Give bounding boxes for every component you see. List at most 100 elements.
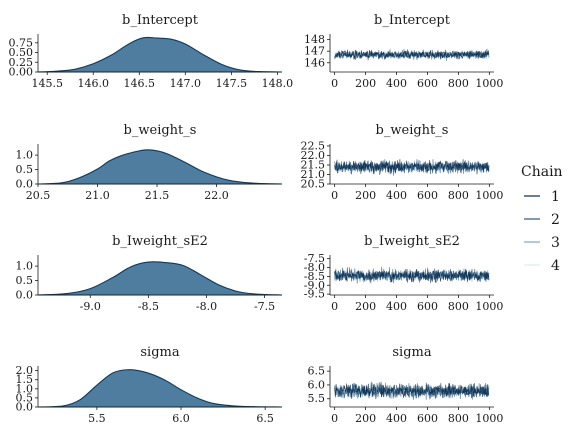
x-tick-label: 148.0 <box>262 77 294 90</box>
y-tick-label: 1.0 <box>16 149 34 162</box>
x-tick-label: 5.5 <box>88 412 106 425</box>
y-tick-label: 147 <box>304 45 325 58</box>
x-tick-label: -7.5 <box>254 300 275 313</box>
x-tick-label: 1000 <box>475 300 503 313</box>
panel-4: b_weight_s0 200 400 600 800 100020.521.021.52… <box>301 123 504 202</box>
x-tick-label: 800 <box>448 77 469 90</box>
x-tick-label: 600 <box>417 412 438 425</box>
y-tick-label: 0.5 <box>16 391 34 404</box>
panel-7: sigma 5.5 6.0 6.5 0.00.51.01.52.0 <box>16 345 283 425</box>
y-tick-label: 1.0 <box>16 382 34 395</box>
y-tick-label: 0.0 <box>16 401 34 414</box>
panel-title: b_Intercept <box>122 13 199 28</box>
x-tick-label: 600 <box>417 189 438 202</box>
x-tick-label: 400 <box>386 77 407 90</box>
y-tick-label: 2.0 <box>16 364 34 377</box>
panel-title: sigma <box>392 345 431 360</box>
x-tick-label: 800 <box>448 412 469 425</box>
x-tick-label: 200 <box>355 412 376 425</box>
panel-title: b_weight_s <box>376 123 449 138</box>
chain-legend: Chain 1 2 3 4 <box>521 164 563 274</box>
legend-item-3: 3 <box>524 235 560 251</box>
legend-item-2: 2 <box>524 212 560 228</box>
y-tick-label: 0.25 <box>9 56 34 69</box>
x-tick-label: 0 <box>331 300 338 313</box>
y-tick-label: 21.0 <box>301 168 326 181</box>
x-tick-label: 147.5 <box>216 77 248 90</box>
x-tick-label: 146.0 <box>77 77 109 90</box>
y-tick-label: 22.0 <box>301 149 326 162</box>
panel-8: sigma 0 200 400 600 800 1000 5.56.06.5 <box>308 345 504 425</box>
y-tick-label: 146 <box>304 56 325 69</box>
y-tick-label: 0.5 <box>16 274 34 287</box>
panel-title: sigma <box>140 345 179 360</box>
x-tick-label: 600 <box>417 300 438 313</box>
y-tick-label: 0.00 <box>9 66 34 79</box>
x-tick-label: 145.5 <box>31 77 63 90</box>
y-tick-label: 22.5 <box>301 139 326 152</box>
y-tick-label: 21.5 <box>301 158 326 171</box>
y-tick-label: 0.5 <box>16 163 34 176</box>
x-tick-label: 600 <box>417 77 438 90</box>
trace-chain-1 <box>334 267 490 284</box>
legend-label-1: 1 <box>551 189 560 205</box>
x-tick-label: 1000 <box>475 189 503 202</box>
y-tick-label: -8.0 <box>304 261 325 274</box>
x-tick-label: 800 <box>448 300 469 313</box>
x-tick-label: 400 <box>386 300 407 313</box>
trace-chain-1 <box>334 381 490 400</box>
y-tick-label: 148 <box>304 33 325 46</box>
y-tick-label: 0.0 <box>16 289 34 302</box>
x-tick-label: 200 <box>355 189 376 202</box>
y-tick-label: -9.0 <box>304 279 325 292</box>
panel-title: b_weight_s <box>124 123 197 138</box>
panel-title: b_Iweight_sE2 <box>112 234 208 249</box>
x-tick-label: -9.0 <box>80 300 101 313</box>
y-tick-label: 1.0 <box>16 260 34 273</box>
y-tick-label: 6.0 <box>308 378 326 391</box>
y-tick-label: 5.5 <box>308 392 326 405</box>
x-tick-label: 6.0 <box>172 412 190 425</box>
x-tick-label: 1000 <box>475 77 503 90</box>
x-tick-label: 146.5 <box>124 77 156 90</box>
y-tick-label: 6.5 <box>308 365 326 378</box>
panel-title: b_Intercept <box>374 13 451 28</box>
legend-title: Chain <box>521 164 563 180</box>
trace-chain-1 <box>334 48 490 61</box>
x-tick-label: -8.0 <box>196 300 217 313</box>
x-tick-label: 21.5 <box>145 189 170 202</box>
legend-label-3: 3 <box>551 235 560 251</box>
y-tick-label: -8.5 <box>304 270 325 283</box>
density-area <box>37 149 283 185</box>
panel-5: b_Iweight_sE2 -9.0 -8.5 -8.0 -7.5 0.0 0.51.0 <box>16 234 283 313</box>
y-tick-label: -7.5 <box>304 252 325 265</box>
legend-label-4: 4 <box>551 258 560 274</box>
x-tick-label: 0 <box>331 412 338 425</box>
x-tick-label: 22.0 <box>204 189 229 202</box>
legend-label-2: 2 <box>551 212 560 228</box>
x-tick-label: 6.5 <box>256 412 274 425</box>
y-tick-label: -9.5 <box>304 288 325 301</box>
legend-item-1: 1 <box>524 189 560 205</box>
x-tick-label: 400 <box>386 412 407 425</box>
x-tick-label: 20.5 <box>26 189 51 202</box>
density-area <box>37 261 283 296</box>
panels: b_Intercept 145.5 146.0 146.5 147.0 147.5 148.… <box>9 13 504 425</box>
trace-chain-1 <box>334 159 490 176</box>
legend-item-4: 4 <box>524 258 560 274</box>
x-tick-label: 0 <box>331 77 338 90</box>
x-tick-label: 400 <box>386 189 407 202</box>
panel-title: b_Iweight_sE2 <box>364 234 460 249</box>
x-tick-label: 147.0 <box>170 77 202 90</box>
panel-3: b_weight_s 20.5 21.0 21.5 22.0 0.0 0.51.0 <box>16 123 283 202</box>
x-tick-label: -8.5 <box>138 300 159 313</box>
y-tick-label: 0.75 <box>9 36 34 49</box>
density-area <box>37 36 283 73</box>
x-tick-label: 1000 <box>475 412 503 425</box>
x-tick-label: 0 <box>331 189 338 202</box>
panel-1: b_Intercept 145.5 146.0 146.5 147.0 147.5 148.… <box>9 13 294 90</box>
density-area <box>37 369 283 408</box>
